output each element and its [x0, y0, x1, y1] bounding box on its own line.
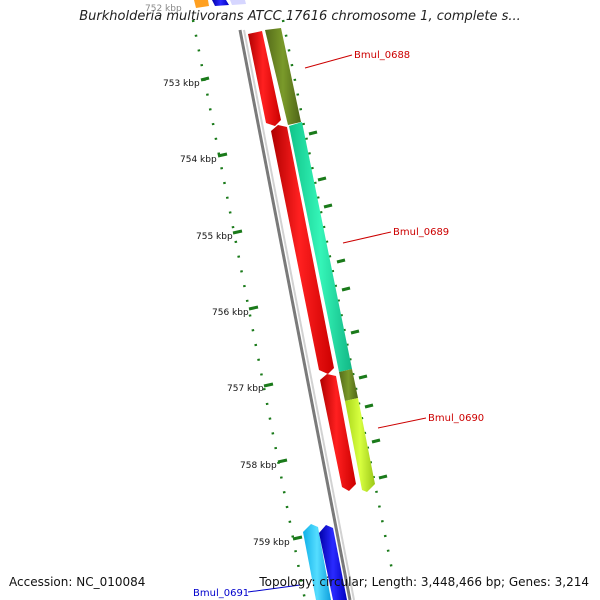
genome-summary-text: Topology: circular; Length: 3,448,466 bp…: [259, 575, 589, 589]
ruler-label: 755 kbp: [196, 232, 233, 242]
ruler-label: 754 kbp: [180, 155, 217, 165]
ruler-label: 759 kbp: [253, 538, 290, 548]
ruler-label: 753 kbp: [163, 79, 200, 89]
gene-feature-bmul-0688[interactable]: [265, 28, 301, 125]
ruler-major-ticks: [200, 76, 303, 541]
gene-label-bmul-0690[interactable]: Bmul_0690: [428, 413, 484, 424]
ruler-label: 752 kbp: [145, 4, 182, 14]
gene-feature-red-2[interactable]: [271, 125, 334, 374]
outer-track-dashes: [308, 130, 388, 480]
ruler-labels: 752 kbp 753 kbp 754 kbp 755 kbp 756 kbp …: [145, 4, 290, 548]
ruler-label: 758 kbp: [240, 461, 277, 471]
top-edge-features: [194, 0, 246, 8]
gene-label-bmul-0691[interactable]: Bmul_0691: [193, 588, 249, 599]
genome-title: Burkholderia multivorans ATCC 17616 chro…: [79, 9, 521, 24]
gene-feature-bmul-0689[interactable]: [289, 122, 352, 372]
outer-track: [281, 19, 394, 571]
gene-feature-bmul-0691[interactable]: [319, 525, 347, 600]
gene-label-bmul-0689[interactable]: Bmul_0689: [393, 227, 449, 238]
ruler-label: 756 kbp: [212, 308, 249, 318]
gene-labels: Bmul_0688 Bmul_0689 Bmul_0690 Bmul_0691: [193, 50, 484, 599]
gene-feature-red-1[interactable]: [248, 31, 281, 126]
accession-text: Accession: NC_010084: [9, 575, 146, 589]
gene-feature-red-3[interactable]: [320, 374, 356, 491]
ruler-label: 757 kbp: [227, 384, 264, 394]
backbone-track: [238, 29, 355, 600]
gene-feature-cyan[interactable]: [303, 524, 331, 600]
cds-features[interactable]: [248, 28, 375, 600]
gene-label-bmul-0688[interactable]: Bmul_0688: [354, 50, 410, 61]
gene-feature-bmul-0690[interactable]: [345, 398, 375, 492]
gene-feature-bmul-0690-olive[interactable]: [339, 369, 358, 401]
label-leaders: [247, 54, 427, 593]
